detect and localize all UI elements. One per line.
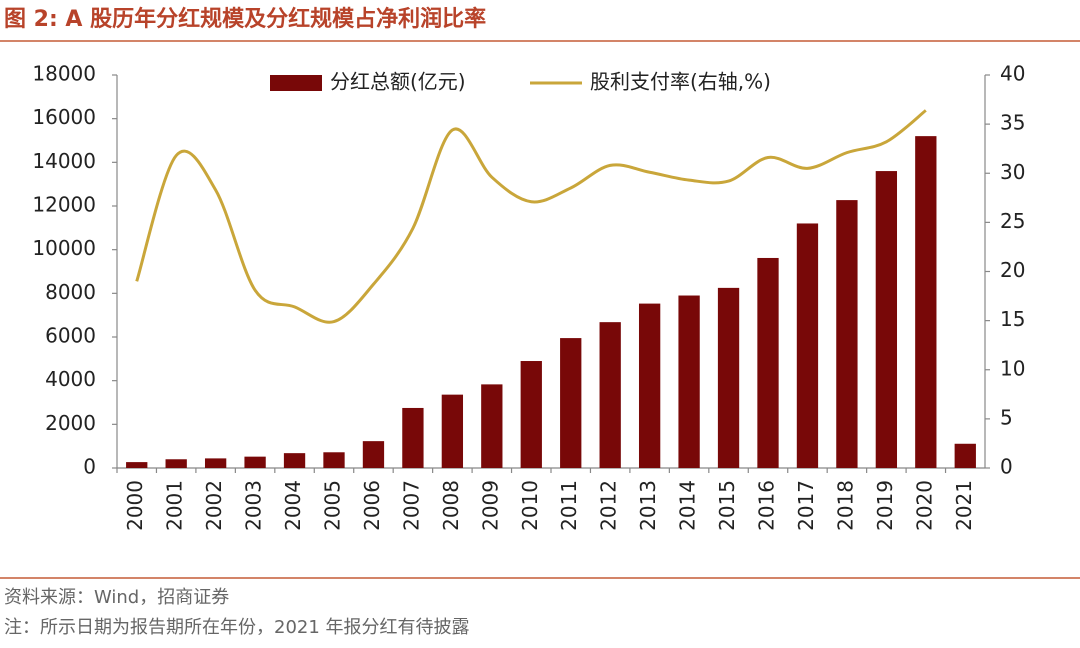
x-tick-label: 2014 — [676, 480, 700, 531]
y-tick-label: 18000 — [32, 62, 96, 86]
note: 注：所示日期为报告期所在年份，2021 年报分红有待披露 — [4, 617, 470, 638]
bar — [165, 459, 187, 468]
bar — [323, 452, 345, 468]
y-tick-label: 14000 — [32, 149, 96, 173]
x-tick-label: 2004 — [281, 480, 305, 531]
x-tick-label: 2008 — [439, 480, 463, 531]
source: 资料来源：Wind，招商证券 — [4, 587, 229, 608]
y-tick-label: 2000 — [45, 411, 96, 435]
x-tick-label: 2010 — [518, 480, 542, 531]
y-tick-label: 12000 — [32, 193, 96, 217]
y2-tick-label: 5 — [1000, 405, 1013, 429]
bar — [796, 223, 819, 468]
y-tick-label: 6000 — [45, 324, 96, 348]
y-tick-label: 10000 — [32, 236, 96, 260]
bar — [481, 384, 503, 468]
x-tick-label: 2017 — [794, 480, 818, 531]
bar — [283, 453, 306, 468]
y2-tick-label: 0 — [1000, 455, 1013, 479]
y-tick-label: 0 — [83, 455, 96, 479]
y2-tick-label: 20 — [1000, 258, 1025, 282]
bar — [678, 295, 700, 468]
y2-tick-label: 25 — [1000, 209, 1025, 233]
y-tick-label: 16000 — [32, 105, 96, 129]
bar — [836, 200, 858, 469]
bar — [126, 462, 148, 468]
bar — [441, 394, 464, 468]
x-tick-label: 2000 — [123, 480, 147, 531]
x-tick-label: 2003 — [242, 480, 266, 531]
x-tick-label: 2005 — [321, 480, 345, 531]
x-tick-label: 2018 — [833, 480, 857, 531]
legend-swatch — [270, 75, 322, 91]
bar — [717, 287, 740, 468]
bar — [757, 257, 779, 468]
y2-tick-label: 30 — [1000, 160, 1025, 184]
x-tick-label: 2009 — [478, 480, 502, 531]
line — [135, 109, 927, 324]
legend-label: 分红总额(亿元) — [330, 70, 466, 94]
bar — [954, 443, 976, 468]
bar — [560, 338, 582, 468]
x-tick-label: 2013 — [636, 480, 660, 531]
x-tick-label: 2007 — [399, 480, 423, 531]
x-tick-label: 2006 — [360, 480, 384, 531]
chart-title: 图 2: A 股历年分红规模及分红规模占净利润比率 — [4, 6, 486, 32]
bar — [402, 407, 424, 468]
bar — [915, 136, 937, 468]
y-tick-label: 4000 — [45, 367, 96, 391]
x-tick-label: 2012 — [597, 480, 621, 531]
x-tick-label: 2001 — [163, 480, 187, 531]
bar — [638, 303, 661, 468]
legend-label: 股利支付率(右轴,%) — [590, 70, 771, 94]
x-tick-label: 2020 — [912, 480, 936, 531]
x-tick-label: 2011 — [557, 480, 581, 531]
x-tick-label: 2016 — [755, 480, 779, 531]
y2-tick-label: 35 — [1000, 111, 1025, 135]
bar — [875, 171, 898, 469]
bar — [244, 456, 266, 468]
y2-tick-label: 10 — [1000, 356, 1025, 380]
x-tick-label: 2002 — [202, 480, 226, 531]
bar — [204, 458, 227, 468]
x-tick-label: 2019 — [873, 480, 897, 531]
bar — [362, 441, 385, 468]
bar — [520, 361, 542, 468]
y-tick-label: 8000 — [45, 280, 96, 304]
x-tick-label: 2021 — [952, 480, 976, 531]
y2-tick-label: 15 — [1000, 307, 1025, 331]
x-tick-label: 2015 — [715, 480, 739, 531]
y2-tick-label: 40 — [1000, 62, 1025, 86]
bar — [599, 322, 621, 468]
